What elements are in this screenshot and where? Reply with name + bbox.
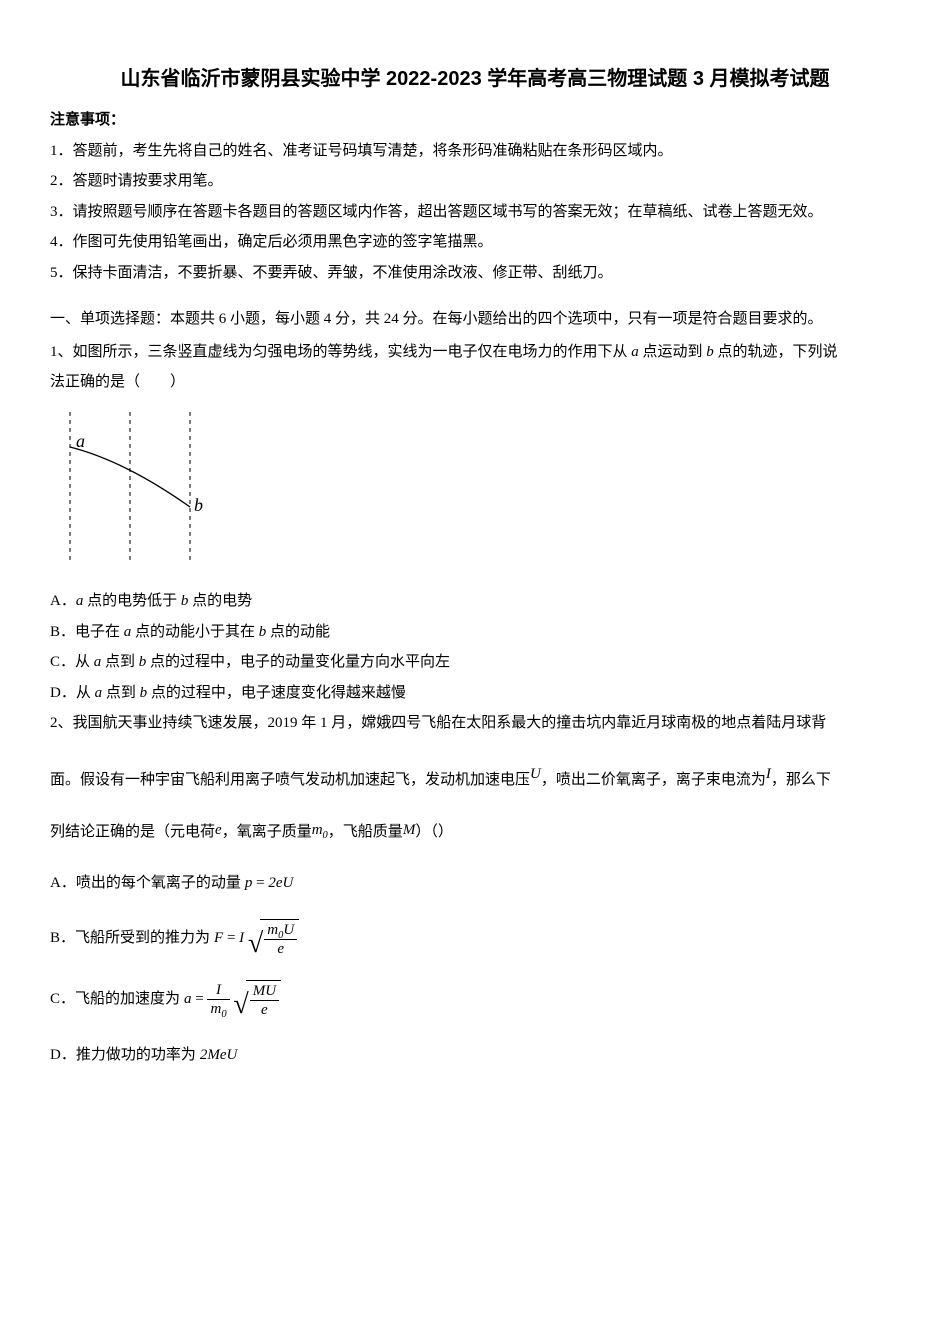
notice-item: 5．保持卡面清洁，不要折暴、不要弄破、弄皱，不准使用涂改液、修正带、刮纸刀。: [50, 259, 900, 288]
option-text: 点的动能: [266, 624, 330, 640]
notice-item: 1．答题前，考生先将自己的姓名、准考证号码填写清楚，将条形码准确粘贴在条形码区域…: [50, 137, 900, 166]
formula-a: a = I m0 √ MU e: [184, 980, 281, 1019]
notice-item: 4．作图可先使用铅笔画出，确定后必须用黑色字迹的签字笔描黑。: [50, 228, 900, 257]
q2-option-c: C．飞船的加速度为 a = I m0 √ MU e: [50, 980, 900, 1019]
q1-text: 点的轨迹，下列说: [714, 344, 838, 360]
q2-option-d: D．推力做功的功率为 2MeU: [50, 1041, 900, 1070]
option-text: 点的过程中，电子的动量变化量方向水平向左: [146, 654, 450, 670]
var-b: b: [140, 685, 148, 701]
option-label: B．飞船所受到的推力为: [50, 924, 210, 953]
question-1-text: 1、如图所示，三条竖直虚线为匀强电场的等势线，实线为一电子仅在电场力的作用下从 …: [50, 338, 900, 367]
question-1-text-cont: 法正确的是（ ）: [50, 368, 900, 397]
formula-p-eq-2eU: p = 2eU: [245, 869, 293, 898]
notice-header: 注意事项：: [50, 106, 900, 135]
option-label: A．: [50, 593, 76, 609]
q1-text: 1、如图所示，三条竖直虚线为匀强电场的等势线，实线为一电子仅在电场力的作用下从: [50, 344, 631, 360]
question-2-line1: 2、我国航天事业持续飞速发展，2019 年 1 月，嫦娥四号飞船在太阳系最大的撞…: [50, 709, 900, 738]
section-header: 一、单项选择题：本题共 6 小题，每小题 4 分，共 24 分。在每小题给出的四…: [50, 305, 900, 334]
formula-2MeU: 2MeU: [200, 1041, 238, 1070]
figure-label-b: b: [194, 495, 203, 515]
q2-text: 面。假设有一种宇宙飞船利用离子喷气发动机加速起飞，发动机加速电压: [50, 772, 530, 788]
q1-figure: a b: [50, 407, 900, 578]
figure-label-a: a: [76, 431, 85, 451]
exam-title: 山东省临沂市蒙阴县实验中学 2022-2023 学年高考高三物理试题 3 月模拟…: [50, 60, 900, 98]
option-text: 点的动能小于其在: [131, 624, 259, 640]
q1-text: 点运动到: [639, 344, 707, 360]
option-text: 点的过程中，电子速度变化得越来越慢: [147, 685, 406, 701]
q1-option-a: A．a 点的电势低于 b 点的电势: [50, 587, 900, 616]
option-label: C．飞船的加速度为: [50, 985, 180, 1014]
option-text: 点的电势低于: [83, 593, 181, 609]
option-label: D．推力做功的功率为: [50, 1041, 196, 1070]
q2-option-b: B．飞船所受到的推力为 F = I √ m0U e: [50, 919, 900, 958]
var-b: b: [706, 344, 714, 360]
option-text: 点的电势: [188, 593, 252, 609]
option-text: 点到: [101, 654, 139, 670]
q2-text: ）（）: [415, 824, 453, 840]
option-label: C．从: [50, 654, 94, 670]
var-a: a: [95, 685, 103, 701]
var-M: M: [403, 822, 416, 838]
option-text: 点到: [102, 685, 140, 701]
question-2-line2: 面。假设有一种宇宙飞船利用离子喷气发动机加速起飞，发动机加速电压U，喷出二价氧离…: [50, 760, 900, 795]
notice-item: 3．请按照题号顺序在答题卡各题目的答题区域内作答，超出答题区域书写的答案无效；在…: [50, 198, 900, 227]
option-label: D．从: [50, 685, 95, 701]
option-label: B．电子在: [50, 624, 124, 640]
var-a: a: [631, 344, 639, 360]
var-m0: m0: [312, 822, 328, 838]
formula-F: F = I √ m0U e: [214, 919, 299, 958]
q2-text: ，喷出二价氧离子，离子束电流为: [541, 772, 766, 788]
q1-option-b: B．电子在 a 点的动能小于其在 b 点的动能: [50, 618, 900, 647]
q2-option-a: A．喷出的每个氧离子的动量 p = 2eU: [50, 869, 900, 898]
question-2-line3: 列结论正确的是（元电荷e，氧离子质量m0，飞船质量M）（）: [50, 816, 900, 847]
q2-text: ，氧离子质量: [222, 824, 312, 840]
q1-option-d: D．从 a 点到 b 点的过程中，电子速度变化得越来越慢: [50, 679, 900, 708]
q2-text: 列结论正确的是（元电荷: [50, 824, 215, 840]
option-label: A．喷出的每个氧离子的动量: [50, 869, 241, 898]
var-e: e: [215, 822, 222, 838]
var-U: U: [530, 766, 541, 782]
q1-option-c: C．从 a 点到 b 点的过程中，电子的动量变化量方向水平向左: [50, 648, 900, 677]
q2-text: ，飞船质量: [328, 824, 403, 840]
notice-item: 2．答题时请按要求用笔。: [50, 167, 900, 196]
q2-text: ，那么下: [771, 772, 831, 788]
